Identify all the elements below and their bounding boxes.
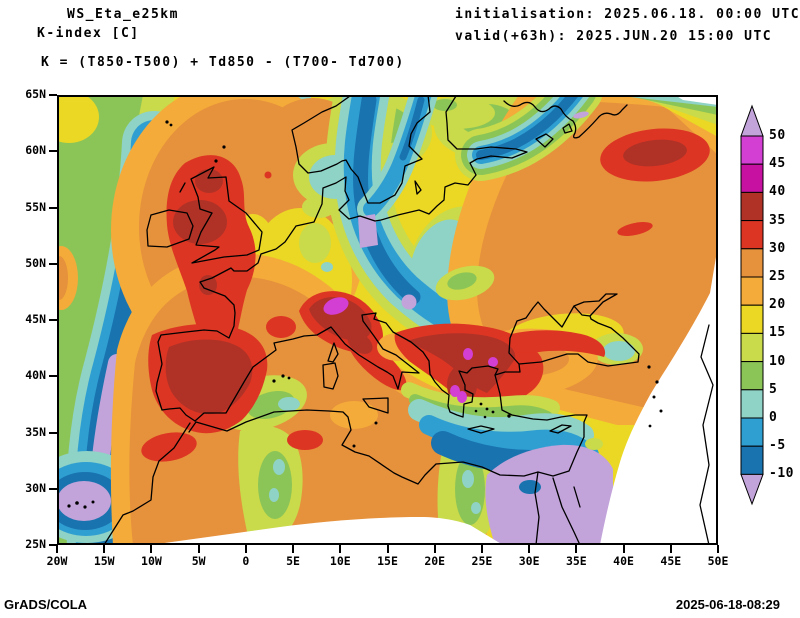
- lon-tick-label: 35E: [565, 554, 587, 568]
- init-time-text: initialisation: 2025.06.18. 00:00 UTC: [455, 7, 800, 22]
- lat-tick-label: 65N: [25, 87, 46, 101]
- colorbar-value-label: 45: [769, 156, 786, 171]
- lat-tick: [49, 431, 57, 434]
- colorbar-cell-azure: [740, 417, 764, 447]
- lat-tick: [49, 487, 57, 490]
- colorbar-cell-teal: [740, 389, 764, 419]
- map-canvas: [57, 95, 718, 545]
- colorbar-value-label: -10: [769, 466, 794, 481]
- colorbar-arrow-top: [740, 104, 764, 137]
- valid-time-text: valid(+63h): 2025.JUN.20 15:00 UTC: [455, 29, 773, 44]
- lon-tick: [717, 545, 719, 553]
- lon-tick-label: 20W: [46, 554, 68, 568]
- lon-tick: [244, 545, 247, 553]
- colorbar-cell-red: [740, 220, 764, 250]
- lat-tick-label: 35N: [25, 424, 46, 439]
- lon-tick: [197, 545, 200, 553]
- egypt-low-kindex: [485, 444, 613, 545]
- colorbar-cell-green: [740, 361, 764, 391]
- small-islands: [67, 120, 663, 509]
- lat-tick: [49, 319, 57, 321]
- lon-tick-label: 10E: [329, 554, 351, 568]
- colorbar-cell-magenta: [740, 163, 764, 193]
- lon-tick: [528, 545, 531, 553]
- lon-tick-label: 10W: [141, 554, 162, 568]
- formula-text: K = (T850-T500) + Td850 - (T700- Td700): [41, 55, 405, 70]
- colorbar-value-label: 20: [769, 297, 786, 312]
- no-data-masks: [150, 95, 718, 545]
- model-title: WS_Eta_e25km: [67, 7, 179, 22]
- colorbar-cell-amber: [740, 276, 764, 306]
- lat-tick-label: 30N: [25, 480, 46, 495]
- lon-tick-label: 20E: [424, 554, 446, 568]
- lat-tick-label: 60N: [25, 143, 46, 158]
- alps-magenta-maximum: [323, 297, 349, 315]
- lon-tick: [480, 545, 483, 553]
- lon-tick-label: 5W: [191, 554, 206, 568]
- variable-title: K-index [C]: [37, 26, 140, 41]
- colorbar-cell-yellow: [740, 304, 764, 334]
- lat-tick: [49, 94, 57, 96]
- lat-tick: [49, 262, 57, 265]
- colorbar-cell-orchid: [740, 135, 764, 165]
- colorbar-arrow-bottom: [740, 473, 764, 506]
- lat-tick-label: 40N: [25, 368, 46, 383]
- lon-tick-label: 0: [242, 554, 250, 568]
- map-area: [57, 95, 718, 545]
- colorbar-scale: [740, 104, 764, 506]
- lon-tick: [150, 545, 153, 553]
- grads-credit: GrADS/COLA: [4, 597, 88, 612]
- east-med-cold-region: [401, 382, 613, 545]
- lon-tick-label: 5E: [286, 554, 300, 568]
- lat-tick: [49, 150, 57, 153]
- colorbar-value-label: 5: [769, 382, 778, 397]
- colorbar-value-label: 0: [769, 410, 778, 425]
- lon-tick: [433, 545, 436, 553]
- lon-tick-label: 45E: [660, 554, 682, 568]
- lon-tick: [575, 545, 578, 553]
- lat-tick-label: 55N: [25, 199, 46, 214]
- lon-tick-label: 40E: [613, 554, 634, 568]
- baltic-purple-patch: [358, 214, 378, 248]
- colorbar-cell-ylgreen: [740, 332, 764, 363]
- map-frame: [57, 95, 718, 545]
- lon-tick: [339, 545, 342, 553]
- pannonia-purple-patch: [401, 294, 417, 310]
- lon-tick: [56, 545, 58, 553]
- colorbar-value-label: 15: [769, 325, 786, 340]
- coastlines: [67, 95, 714, 545]
- lon-tick-label: 50E: [707, 554, 729, 568]
- lon-tick: [386, 545, 389, 553]
- lat-tick: [49, 375, 57, 378]
- lat-tick: [49, 544, 57, 546]
- lat-tick-label: 25N: [25, 537, 46, 551]
- colorbar-value-label: 10: [769, 354, 786, 369]
- lat-tick-label: 50N: [25, 255, 46, 270]
- colorbar-cell-blue: [740, 445, 764, 475]
- colorbar-value-label: 40: [769, 184, 786, 199]
- generation-timestamp: 2025-06-18-08:29: [675, 597, 780, 612]
- colorbar-cell-brick: [740, 191, 764, 222]
- lat-tick: [49, 206, 57, 209]
- lon-tick: [622, 545, 625, 553]
- colorbar-value-label: 30: [769, 241, 786, 256]
- lon-tick: [103, 545, 106, 553]
- colorbar-cell-orange: [740, 248, 764, 278]
- lon-tick-label: 15E: [377, 554, 398, 568]
- colorbar-value-label: 35: [769, 213, 786, 228]
- northeast-cold-band: [455, 95, 603, 181]
- colorbar-value-label: -5: [769, 438, 786, 453]
- colorbar-value-label: 25: [769, 269, 786, 284]
- colorbar-value-label: 50: [769, 128, 786, 143]
- lon-tick-label: 15W: [93, 554, 115, 568]
- lon-tick: [669, 545, 672, 553]
- lon-tick-label: 30E: [518, 554, 540, 568]
- lon-tick: [292, 545, 295, 553]
- lat-tick-label: 45N: [25, 312, 46, 326]
- balkan-magenta-maxima: [450, 348, 498, 403]
- lon-tick-label: 25E: [471, 554, 493, 568]
- kola-purple-dash: [573, 111, 589, 119]
